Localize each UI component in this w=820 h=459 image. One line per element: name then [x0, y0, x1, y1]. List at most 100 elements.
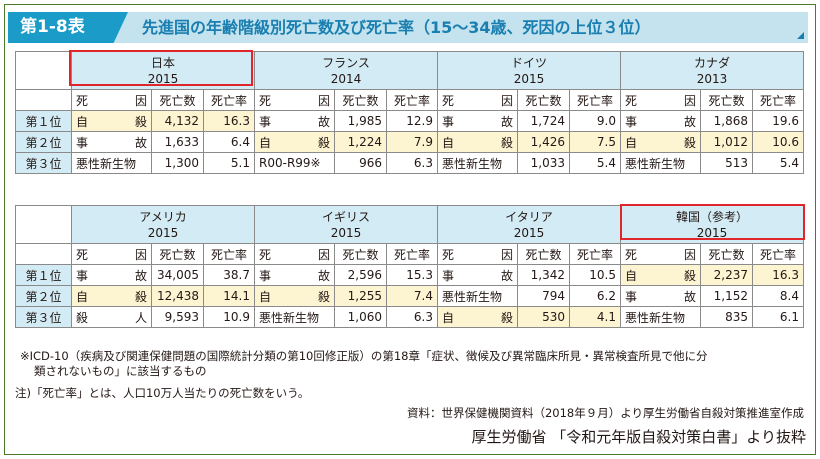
col-header-cause: 死 因 [71, 243, 152, 265]
rate-cell: 10.6 [752, 131, 804, 153]
rate-cell: 6.1 [752, 306, 804, 328]
deaths-cell: 1,012 [700, 131, 753, 153]
corner-blank-cell [15, 51, 72, 90]
rate-cell: 14.1 [203, 285, 255, 307]
deaths-cell: 513 [700, 152, 753, 174]
country-name: カナダ [693, 55, 730, 70]
corner-blank-cell [15, 205, 72, 244]
cause-cell: 自殺 [437, 306, 518, 328]
deaths-cell: 1,224 [334, 131, 387, 153]
deaths-cell: 1,152 [700, 285, 753, 307]
rate-cell: 7.4 [386, 285, 438, 307]
col-header-rate: 死亡率 [569, 243, 621, 265]
deaths-cell: 1,300 [151, 152, 204, 174]
rate-cell: 9.0 [569, 110, 621, 132]
cause-cell: 事故 [620, 285, 701, 307]
note-icd10-line2: 類されないもの」に該当するもの [34, 364, 207, 378]
country-name: 韓国（参考） [675, 209, 748, 224]
cause-cell: 自殺 [437, 131, 518, 153]
cause-cell: 殺人 [71, 306, 152, 328]
deaths-cell: 1,868 [700, 110, 753, 132]
cause-cell: 悪性新生物 [437, 152, 518, 174]
deaths-cell: 2,237 [700, 264, 753, 286]
country-cell: アメリカ 2015 [71, 205, 255, 244]
rate-cell: 12.9 [386, 110, 438, 132]
rate-cell: 5.4 [752, 152, 804, 174]
deaths-cell: 2,596 [334, 264, 387, 286]
column-header-row: 死 因死亡数 死亡率死 因死亡数 死亡率死 因死亡数 死亡率死 因死亡数 死亡率 [15, 243, 804, 265]
deaths-cell: 530 [517, 306, 570, 328]
col-header-rate: 死亡率 [386, 89, 438, 111]
table-title: 先進国の年齢階級別死亡数及び死亡率（15～34歳、死因の上位３位） [142, 18, 651, 37]
deaths-cell: 835 [700, 306, 753, 328]
col-header-deaths: 死亡数 [700, 89, 753, 111]
cause-cell: 事故 [71, 131, 152, 153]
col-header-rate: 死亡率 [386, 243, 438, 265]
rate-cell: 15.3 [386, 264, 438, 286]
rate-cell: 5.4 [569, 152, 621, 174]
country-name: アメリカ [139, 209, 187, 224]
rank-label: 第３位 [15, 306, 72, 328]
country-name: イタリア [505, 209, 553, 224]
cause-cell: 悪性新生物 [254, 306, 335, 328]
rank-label: 第２位 [15, 131, 72, 153]
rate-cell: 7.9 [386, 131, 438, 153]
cause-cell: 悪性新生物 [437, 285, 518, 307]
note-rate-definition: 注)「死亡率」とは、人口10万人当たりの死亡数をいう。 [15, 386, 310, 400]
rate-cell: 5.1 [203, 152, 255, 174]
table-row: 第３位 悪性新生物 1,300 5.1 R00-R99※ 966 6.3 悪性新生物 1,033… [15, 152, 804, 174]
country-name: ドイツ [510, 55, 547, 70]
col-header-cause: 死 因 [620, 243, 701, 265]
footer-citation: 厚生労働省 「令和元年版自殺対策白書」より抜粋 [471, 428, 806, 446]
country-header-row: アメリカ 2015 イギリス 2015 イタリア 2015 韓国（参考） 2015 [15, 205, 804, 244]
rate-cell: 8.4 [752, 285, 804, 307]
header-band [8, 12, 808, 43]
rank-label: 第２位 [15, 285, 72, 307]
cause-cell: 自殺 [254, 285, 335, 307]
rate-cell: 16.3 [752, 264, 804, 286]
country-year: 2015 [147, 225, 179, 240]
country-cell: フランス 2014 [254, 51, 438, 90]
cause-cell: R00-R99※ [254, 152, 335, 174]
col-header-deaths: 死亡数 [517, 89, 570, 111]
table-row: 第３位 殺人 9,593 10.9 悪性新生物 1,060 6.3 自殺 530 4.1 悪性新生物… [15, 306, 804, 328]
rank-label: 第１位 [15, 264, 72, 286]
cause-cell: 自殺 [620, 131, 701, 153]
deaths-cell: 794 [517, 285, 570, 307]
cause-cell: 事故 [71, 264, 152, 286]
country-year: 2013 [696, 71, 728, 86]
cause-cell: 自殺 [254, 131, 335, 153]
column-header-row: 死 因死亡数 死亡率死 因死亡数 死亡率死 因死亡数 死亡率死 因死亡数 死亡率 [15, 89, 804, 111]
deaths-cell: 1,033 [517, 152, 570, 174]
rate-cell: 38.7 [203, 264, 255, 286]
col-header-rate: 死亡率 [569, 89, 621, 111]
cause-cell: 事故 [620, 110, 701, 132]
country-name: イギリス [321, 209, 370, 224]
cause-cell: 自殺 [71, 285, 152, 307]
country-cell: イギリス 2015 [254, 205, 438, 244]
col-header-cause: 死 因 [254, 243, 335, 265]
country-name: 日本 [150, 55, 175, 70]
country-name: フランス [322, 55, 370, 70]
table-row: 第１位 自殺 4,132 16.3 事故 1,985 12.9 事故 1,724 9.0 事故 1,8… [15, 110, 804, 132]
deaths-cell: 1,060 [334, 306, 387, 328]
cause-cell: 悪性新生物 [71, 152, 152, 174]
deaths-cell: 9,593 [151, 306, 204, 328]
deaths-cell: 966 [334, 152, 387, 174]
source-note: 資料：世界保健機関資料（2018年９月）より厚生労働省自殺対策推進室作成 [406, 406, 804, 420]
col-header-cause: 死 因 [620, 89, 701, 111]
table-row: 第２位 事故 1,633 6.4 自殺 1,224 7.9 自殺 1,426 7.5 自殺 1,012… [15, 131, 804, 153]
corner-triangle-icon [797, 32, 804, 39]
table-row: 第２位 自殺 12,438 14.1 自殺 1,255 7.4 悪性新生物 794 6.2 事故 1,… [15, 285, 804, 307]
mortality-table-1: 日本 2015 フランス 2014 ドイツ 2015 カナダ 2013 死 因死亡数 死亡率死 因… [15, 51, 804, 174]
col-header-rate: 死亡率 [203, 89, 255, 111]
cause-cell: 悪性新生物 [620, 152, 701, 174]
country-cell: ドイツ 2015 [437, 51, 621, 90]
deaths-cell: 1,985 [334, 110, 387, 132]
col-header-rate: 死亡率 [752, 89, 804, 111]
country-year: 2014 [330, 71, 362, 86]
country-year: 2015 [696, 225, 728, 240]
cause-cell: 事故 [437, 264, 518, 286]
deaths-cell: 1,633 [151, 131, 204, 153]
rate-cell: 6.2 [569, 285, 621, 307]
